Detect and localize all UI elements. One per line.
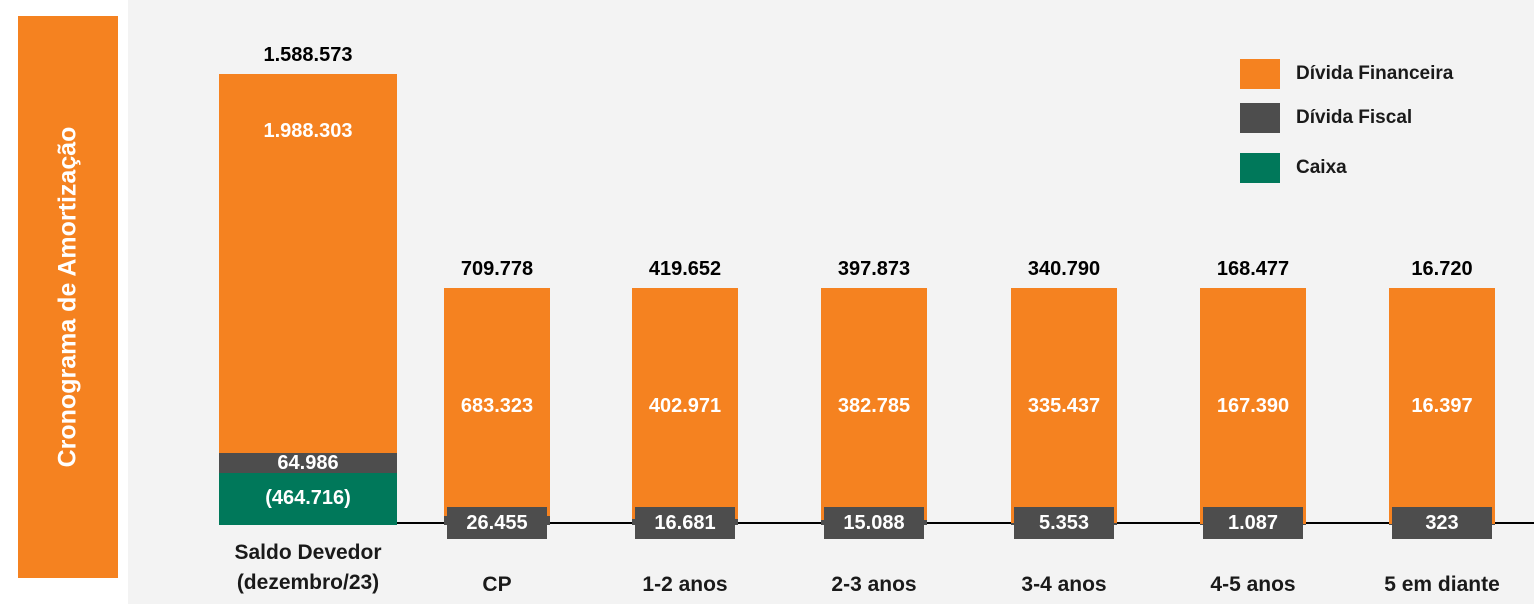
chart-title: Cronograma de Amortização [53, 126, 82, 468]
legend-swatch [1240, 153, 1280, 183]
total-label: 340.790 [1027, 258, 1101, 280]
bar-segment [219, 74, 397, 453]
bar-segment [219, 453, 397, 473]
bar-segment [219, 473, 397, 525]
legend-label: Caixa [1296, 157, 1347, 178]
total-label: 709.778 [460, 258, 534, 280]
bar-segment [444, 288, 550, 517]
x-tick-label: CP [482, 573, 512, 596]
x-tick-label: Saldo Devedor (dezembro/23) [234, 541, 382, 594]
data-label: 1.087 [1203, 507, 1303, 539]
data-label: 335.437 [1027, 395, 1101, 417]
x-tick-label: 1-2 anos [642, 573, 728, 596]
data-label: (464.716) [265, 487, 351, 509]
x-tick-label: 3-4 anos [1021, 573, 1107, 596]
legend-label: Dívida Financeira [1296, 63, 1454, 84]
x-tick-label: 5 em diante [1384, 573, 1500, 596]
legend-swatch [1240, 103, 1280, 133]
bar-segment [632, 288, 738, 520]
data-label: 16.681 [635, 507, 735, 539]
x-tick-label: 2-3 anos [831, 573, 917, 596]
data-label: 16.397 [1411, 395, 1473, 417]
bar-segment [1389, 288, 1495, 524]
legend-swatch [1240, 59, 1280, 89]
total-label: 168.477 [1216, 258, 1290, 280]
legend-label: Dívida Fiscal [1296, 107, 1413, 128]
total-label: 419.652 [648, 258, 722, 280]
data-label: 323 [1392, 507, 1492, 539]
bar-segment [1011, 288, 1117, 524]
side-panel: Cronograma de Amortização [18, 16, 118, 578]
x-tick-label: 4-5 anos [1210, 573, 1296, 596]
bar-segment [821, 288, 927, 520]
baseline [397, 522, 1534, 524]
data-label: 382.785 [837, 395, 911, 417]
total-label: 397.873 [837, 258, 911, 280]
data-label: 15.088 [824, 507, 924, 539]
data-label: 64.986 [277, 452, 339, 474]
data-label: 5.353 [1014, 507, 1114, 539]
data-label: 26.455 [447, 507, 547, 539]
total-label: 16.720 [1411, 258, 1473, 280]
bar-segment [1200, 288, 1306, 524]
data-label: 683.323 [460, 395, 534, 417]
total-label: 1.588.573 [263, 44, 353, 66]
data-label: 1.988.303 [263, 120, 353, 142]
data-label: 402.971 [648, 395, 722, 417]
data-label: 167.390 [1216, 395, 1290, 417]
